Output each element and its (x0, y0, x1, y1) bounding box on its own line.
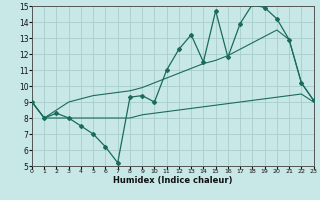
X-axis label: Humidex (Indice chaleur): Humidex (Indice chaleur) (113, 176, 233, 185)
